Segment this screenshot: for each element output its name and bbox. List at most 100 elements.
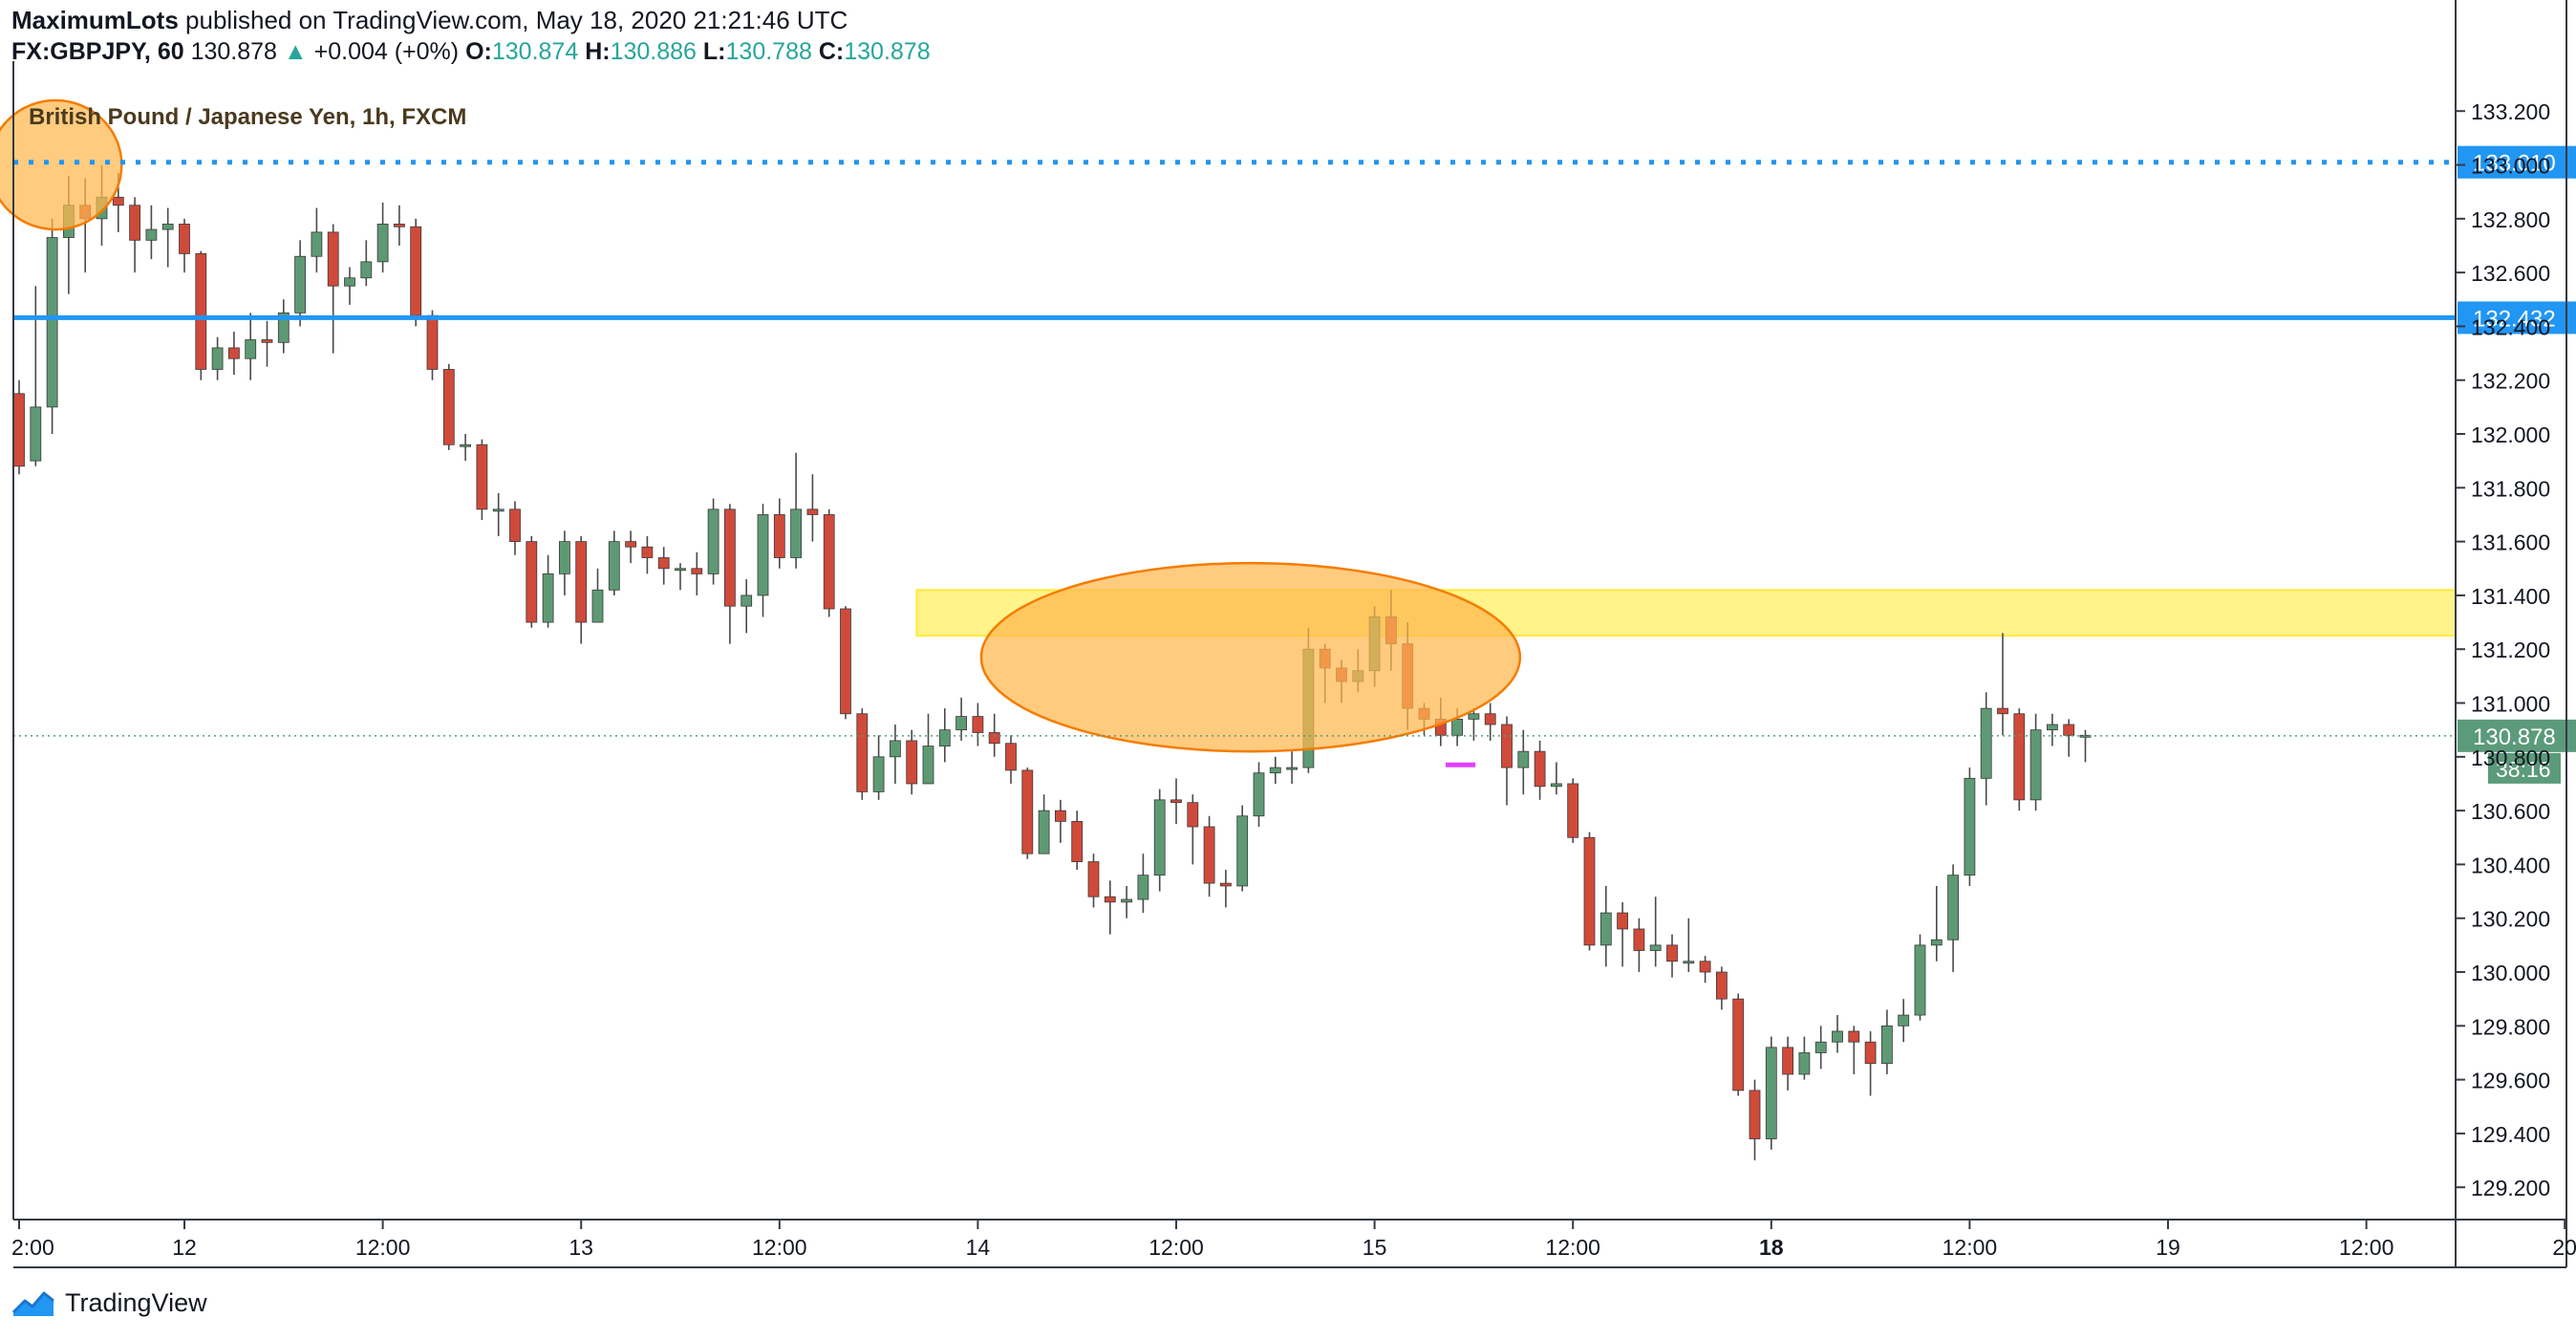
candle-body [1153,799,1166,876]
time-tick-label: 12:00 [1545,1235,1600,1260]
countdown-label: 38:16 [2496,757,2551,782]
time-tick-label: 12:00 [2339,1235,2394,1260]
current-price-label: 130.878 [2473,724,2556,750]
candle-body [1599,912,1612,946]
candle-body [46,237,58,408]
candle-body [1633,928,1645,951]
candle-body [1203,826,1215,884]
change-value: +0.004 (+0%) [313,38,460,65]
author-name[interactable]: MaximumLots [11,6,179,34]
candle-body [757,514,769,596]
candle-body [608,541,620,591]
current-price-bg [2458,719,2576,752]
candle-body [890,740,901,758]
candle-body [625,541,636,548]
price-tick-label: 132.200 [2471,369,2550,394]
candle-body [344,277,355,287]
candle-body [691,568,703,574]
candle-body [1286,767,1298,770]
price-tick-label: 129.800 [2471,1014,2550,1039]
candle-body [460,443,472,447]
symbol-label: FX:GBPJPY, 60 [11,38,184,65]
candle-body [1567,783,1579,838]
candle-body [840,608,851,715]
price-tick-label: 132.000 [2471,422,2550,447]
candle-body [1583,836,1596,946]
time-tick-label: 12:00 [355,1235,411,1260]
candle-body [1038,810,1050,854]
candle-body [1170,799,1182,804]
candle-body [161,224,174,230]
candle-body [741,594,753,607]
time-tick-label: 12 [172,1235,197,1260]
close-value: 130.878 [844,38,931,65]
tradingview-footer[interactable]: TradingView [10,1288,207,1318]
candle-body [1269,767,1281,774]
low-label: L: [702,38,726,65]
price-tick-label: 131.400 [2471,584,2550,609]
candle-body [30,406,42,462]
candle-body [1666,944,1678,962]
candle-body [2029,729,2042,801]
price-tick-label: 130.800 [2471,746,2550,770]
candle-body [1087,861,1100,897]
price-tick-label: 133.200 [2471,99,2550,124]
candle-body [1749,1090,1761,1139]
candle-body [1617,912,1628,930]
candle-body [641,546,654,558]
candle-body [872,756,885,792]
price-tick-label: 130.000 [2471,961,2550,985]
candle-body [360,261,373,279]
candle-body [906,740,918,785]
candle-body [13,393,25,467]
time-tick-label: 12:00 [1943,1235,1998,1260]
high-value: 130.886 [610,38,697,65]
price-tick-label: 130.600 [2471,799,2550,824]
candle-body [1782,1047,1793,1075]
candle-body [1551,783,1562,788]
candle-body [376,224,389,263]
time-tick-label: 14 [966,1235,991,1260]
candle-body [773,514,785,558]
time-tick-label: 20 [2552,1235,2576,1260]
time-tick-label: 12:00 [1148,1235,1204,1260]
candle-body [227,347,240,359]
price-tick-label: 130.400 [2471,853,2550,877]
candle-body [1534,750,1546,788]
level-label-bg [2458,301,2576,335]
candle-body [1137,875,1149,900]
chart-title: British Pound / Japanese Yen, 1h, FXCM [29,104,466,130]
candle-body [1253,772,1265,817]
overlays-layer: 133.010 132.432 130.878 38:16 [0,98,2576,784]
tradingview-brand: TradingView [65,1288,207,1317]
candle-body [559,541,570,574]
candle-body [410,226,422,316]
candle-body [1716,971,1728,1000]
candle-body [1683,961,1695,964]
axes-layer: 129.200 129.400 129.600 129.800 130.000 130.2… [11,0,2576,1268]
time-tick-label: 19 [2156,1235,2180,1260]
candle-body [426,314,439,370]
candle-body [1864,1041,1877,1065]
candle-body [972,716,984,733]
candle-body [327,231,339,287]
candle-body [988,732,1000,745]
supply-ellipse [979,561,1522,753]
candle-body [2063,724,2075,736]
candle-body [509,508,521,543]
price-tick-label: 129.400 [2471,1122,2550,1147]
candle-body [1236,815,1249,887]
countdown-bg [2488,752,2561,784]
candle-body [1187,802,1199,828]
candle-body [1501,724,1513,768]
candle-body [657,557,670,570]
candle-body [1055,810,1066,822]
change-up-arrow-icon: ▲ [283,38,308,65]
candle-body [1848,1030,1860,1043]
candle-body [1468,713,1480,720]
price-tick-label: 129.600 [2471,1069,2550,1093]
candle-body [575,541,588,623]
candle-body [195,253,207,370]
candle-body [1798,1052,1811,1075]
